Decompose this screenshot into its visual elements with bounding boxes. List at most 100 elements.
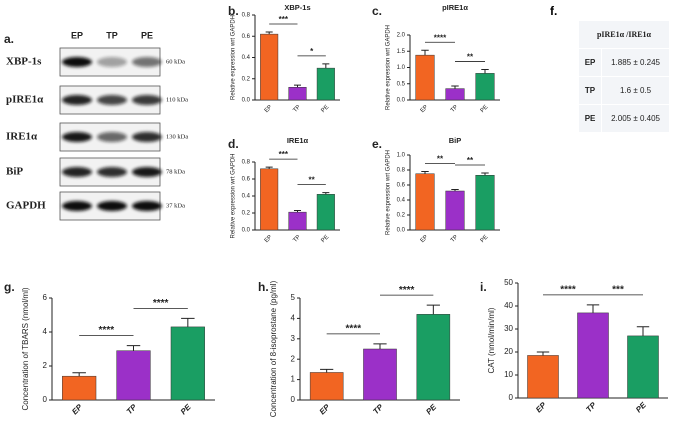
bar <box>260 33 279 101</box>
bar <box>316 194 335 231</box>
lane-label: TP <box>106 30 118 40</box>
y-tick-label: 1 <box>291 375 296 384</box>
size-label: 60 kDa <box>166 58 185 65</box>
y-tick-label: 0.8 <box>242 160 251 166</box>
table-row: TP 1.6 ± 0.5 <box>577 76 670 105</box>
significance-label: ** <box>437 155 444 164</box>
y-tick-label: 0 <box>291 395 296 404</box>
bar <box>363 348 397 401</box>
significance-label: **** <box>399 285 415 296</box>
significance-label: *** <box>279 15 289 24</box>
chart-title: IRE1α <box>287 136 309 145</box>
error-bar <box>451 189 459 191</box>
x-tick-label: EP <box>264 234 274 244</box>
bar <box>415 173 435 231</box>
significance-label: *** <box>279 150 289 159</box>
protein-label: GAPDH <box>6 200 46 212</box>
table-cell: 1.6 ± 0.5 <box>601 76 670 105</box>
y-tick-label: 0.0 <box>397 228 406 234</box>
x-tick-label: TP <box>371 402 385 416</box>
error-bar <box>373 343 387 349</box>
y-tick-label: 0.2 <box>397 213 406 219</box>
bar <box>577 312 609 399</box>
bar <box>627 335 659 399</box>
size-label: 130 kDa <box>166 133 188 140</box>
y-tick-label: 0.0 <box>242 228 251 234</box>
error-bar <box>320 368 334 373</box>
x-tick-label: PE <box>480 104 490 114</box>
y-tick-label: 0.0 <box>397 98 406 104</box>
y-tick-label: 0.2 <box>242 211 251 217</box>
table-cell: 2.005 ± 0.405 <box>601 104 670 133</box>
y-tick-label: 0.6 <box>397 183 406 189</box>
x-tick-label: TP <box>292 234 302 244</box>
panel-label: f. <box>550 4 558 18</box>
bar <box>116 350 151 401</box>
x-tick-label: EP <box>534 400 548 414</box>
y-tick-label: 0.6 <box>242 177 251 183</box>
x-tick-label: TP <box>292 104 302 114</box>
y-axis-label: Concentration of TBARS (nmol/ml) <box>21 287 30 410</box>
y-tick-label: 40 <box>504 301 513 310</box>
blot-band <box>62 201 92 211</box>
protein-label: pIRE1α <box>6 94 44 106</box>
y-tick-label: 3 <box>291 334 296 343</box>
bar <box>475 73 495 101</box>
error-bar <box>322 63 330 69</box>
y-tick-label: 6 <box>43 293 48 302</box>
blot-band <box>132 95 162 105</box>
chart-title: pIRE1α <box>442 3 468 12</box>
error-bar <box>293 209 302 213</box>
y-tick-label: 5 <box>291 293 296 302</box>
y-tick-label: 0.2 <box>242 76 251 82</box>
significance-label: * <box>310 47 314 56</box>
significance-label: **** <box>560 284 576 295</box>
significance-label: **** <box>153 298 169 309</box>
x-tick-label: TP <box>125 402 139 416</box>
error-bar <box>126 345 141 351</box>
blot-band <box>62 132 92 142</box>
error-bar <box>72 372 86 377</box>
bar <box>416 314 451 401</box>
table-header-row: pIRE1α /IRE1α <box>578 20 670 49</box>
error-bar <box>586 304 600 313</box>
error-bar <box>481 172 489 176</box>
lane-label: PE <box>141 30 153 40</box>
y-tick-label: 50 <box>504 278 513 287</box>
y-axis-label: Relative expression wrt GAPDH <box>386 150 392 235</box>
x-tick-label: PE <box>179 402 193 416</box>
x-tick-label: EP <box>70 402 84 416</box>
size-label: 37 kDa <box>166 202 185 209</box>
y-tick-label: 20 <box>504 347 513 356</box>
table-cell: 1.885 ± 0.245 <box>601 48 670 77</box>
blot-band <box>97 57 127 67</box>
y-tick-label: 0.4 <box>242 55 251 61</box>
bar <box>527 355 559 399</box>
error-bar <box>293 84 302 88</box>
y-axis-label: Concentration of 8-isoprostane (pg/ml) <box>269 280 278 417</box>
bar <box>170 326 205 401</box>
bar <box>445 190 465 231</box>
protein-label: IRE1α <box>6 131 38 143</box>
error-bar <box>265 166 273 169</box>
y-axis-label: Relative expression wrt GAPDH <box>231 153 237 238</box>
error-bar <box>426 304 440 315</box>
chart-title: XBP-1s <box>284 3 310 12</box>
panel-label: g. <box>4 280 15 294</box>
panel-label: c. <box>372 4 382 18</box>
table-cell: TP <box>577 76 603 105</box>
blot-band <box>62 57 92 67</box>
significance-label: **** <box>346 324 362 335</box>
panel-label: h. <box>258 280 269 294</box>
bar <box>288 87 307 101</box>
x-tick-label: PE <box>634 400 648 414</box>
panel-label: i. <box>480 280 487 294</box>
blot-band <box>97 167 127 177</box>
y-tick-label: 2 <box>291 354 296 363</box>
blot-band <box>132 132 162 142</box>
y-tick-label: 0.8 <box>397 168 406 174</box>
bar <box>415 54 435 101</box>
significance-label: ** <box>309 176 316 185</box>
error-bar <box>451 85 459 89</box>
error-bar <box>536 351 550 356</box>
